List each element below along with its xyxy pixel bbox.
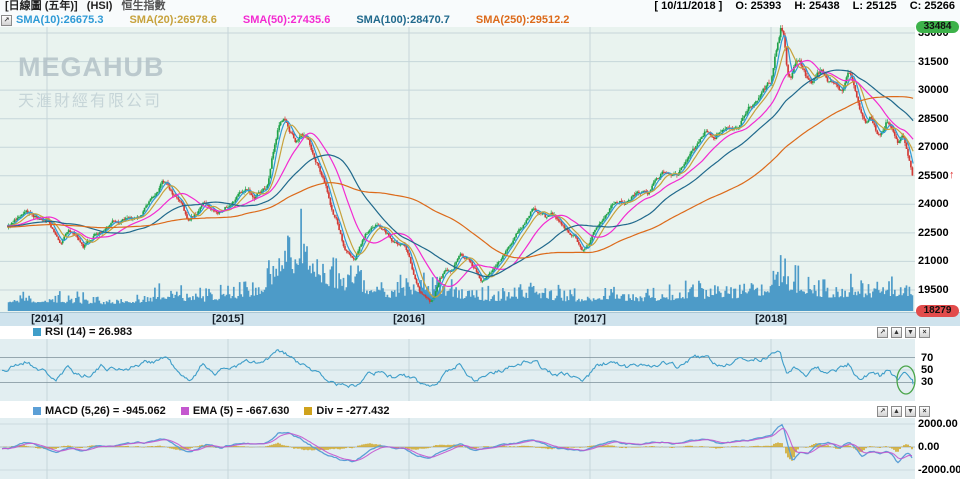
axis-tick-label: 0.00 — [918, 441, 940, 453]
div-legend-swatch — [304, 407, 313, 415]
rsi-label: RSI (14) — [45, 326, 86, 338]
chart-type-label: [日線圖 (五年)] — [5, 0, 78, 12]
macd-label: MACD (5,26) = -945.062 — [45, 405, 166, 417]
sma-legend-item: SMA(100):28470.7 — [356, 14, 450, 26]
axis-tick-label: 31500 — [918, 55, 949, 68]
macd-panel-buttons: ↗ ▲ ▼ × — [877, 406, 930, 417]
year-label: [2015] — [212, 313, 244, 325]
rsi-panel-buttons: ↗ ▲ ▼ × — [877, 327, 930, 338]
rsi-header: RSI (14) = 26.983 ↗ ▲ ▼ × — [0, 326, 960, 339]
symbol-name: 恒生指數 — [121, 0, 166, 12]
panel-edit-button[interactable]: ↗ — [877, 327, 888, 338]
axis-tick-label: 28500 — [918, 112, 949, 125]
sma-legend: SMA(10):26675.3 SMA(20):26978.6 SMA(50):27… — [16, 13, 595, 27]
sma-legend-item: SMA(250):29512.2 — [475, 14, 570, 26]
axis-tick-label: 25500 — [918, 169, 949, 182]
sma-legend-item: SMA(20):26978.6 — [129, 14, 217, 26]
date-axis — [0, 312, 960, 326]
main-price-chart[interactable] — [0, 24, 916, 312]
axis-tick-label: 22500 — [918, 226, 949, 239]
panel-close-button[interactable]: × — [919, 406, 930, 417]
rsi-legend-swatch — [33, 328, 41, 336]
close-value: C: 25266 — [909, 0, 955, 12]
axis-tick-label: 24000 — [918, 198, 949, 211]
last-price-arrow-icon: ↑ — [949, 169, 955, 181]
low-value: L: 25125 — [852, 0, 897, 12]
panel-move-down-button[interactable]: ▼ — [905, 406, 916, 417]
year-label: [2014] — [31, 313, 63, 325]
div-label: Div = -277.432 — [316, 405, 390, 417]
panel-move-down-button[interactable]: ▼ — [905, 327, 916, 338]
axis-tick-label: 30000 — [918, 84, 949, 97]
year-label: [2018] — [755, 313, 787, 325]
panel-move-up-button[interactable]: ▲ — [891, 406, 902, 417]
rsi-value: = 26.983 — [89, 326, 133, 338]
period-low-badge: 18279 — [916, 305, 959, 317]
date-label: [ 10/11/2018 ] — [654, 0, 723, 12]
axis-tick-label: 27000 — [918, 141, 949, 154]
year-label: [2017] — [574, 313, 606, 325]
panel-move-up-button[interactable]: ▲ — [891, 327, 902, 338]
symbol-code: (HSI) — [86, 0, 113, 12]
instrument-title: [日線圖 (五年)] (HSI) 恒生指數 — [5, 0, 172, 13]
axis-tick-label: 50 — [921, 364, 934, 376]
axis-tick-label: 21000 — [918, 255, 949, 268]
period-high-badge: 33484 — [916, 21, 959, 33]
axis-tick-label: -2000.00 — [918, 464, 960, 476]
macd-chart[interactable] — [0, 418, 916, 479]
sma-legend-item: SMA(10):26675.3 — [16, 14, 104, 26]
ohlc-readout: [ 10/11/2018 ] O: 25393 H: 25438 L: 2512… — [644, 0, 955, 13]
ema-label: EMA (5) = -667.630 — [192, 405, 290, 417]
open-value: O: 25393 — [735, 0, 782, 12]
title-bar: [日線圖 (五年)] (HSI) 恒生指數 [ 10/11/2018 ] O: … — [0, 0, 960, 13]
edit-indicators-icon[interactable]: ↗ — [1, 14, 12, 26]
ema-legend-swatch — [180, 407, 189, 415]
panel-edit-button[interactable]: ↗ — [877, 406, 888, 417]
high-value: H: 25438 — [794, 0, 840, 12]
macd-header: MACD (5,26) = -945.062 EMA (5) = -667.63… — [0, 405, 960, 418]
axis-tick-label: 19500 — [918, 283, 949, 296]
axis-tick-label: 2000.00 — [918, 418, 958, 430]
sma-legend-bar: ↗ SMA(10):26675.3 SMA(20):26978.6 SMA(50):… — [0, 13, 960, 27]
sma-legend-item: SMA(50):27435.6 — [242, 14, 331, 26]
macd-legend-swatch — [33, 407, 41, 415]
axis-tick-label: 70 — [921, 351, 934, 364]
panel-close-button[interactable]: × — [919, 327, 930, 338]
year-label: [2016] — [393, 313, 425, 325]
axis-tick-label: 30 — [921, 376, 934, 389]
rsi-chart[interactable] — [0, 339, 916, 401]
